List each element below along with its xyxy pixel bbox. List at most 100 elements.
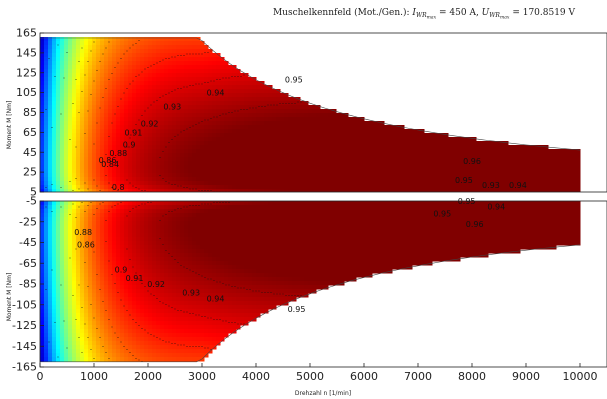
heatmap-cell: [252, 181, 257, 186]
heatmap-cell: [76, 77, 81, 82]
heatmap-cell: [120, 165, 125, 170]
heatmap-cell: [388, 189, 393, 192]
heatmap-cell: [128, 321, 133, 326]
heatmap-cell: [164, 297, 169, 302]
heatmap-cell: [120, 105, 125, 110]
heatmap-cell: [100, 169, 105, 174]
heatmap-cell: [64, 245, 69, 250]
heatmap-cell: [164, 265, 169, 270]
heatmap-cell: [380, 157, 385, 162]
heatmap-cell: [568, 173, 573, 178]
heatmap-cell: [76, 333, 81, 338]
heatmap-cell: [64, 301, 69, 306]
heatmap-cell: [348, 121, 353, 126]
heatmap-cell: [84, 101, 89, 106]
contour-point: [120, 98, 122, 100]
heatmap-cell: [156, 325, 161, 330]
heatmap-cell: [96, 81, 101, 86]
heatmap-cell: [452, 173, 457, 178]
heatmap-cell: [44, 225, 49, 230]
heatmap-cell: [136, 269, 141, 274]
heatmap-cell: [148, 157, 153, 162]
heatmap-cell: [288, 97, 293, 102]
heatmap-cell: [140, 85, 145, 90]
heatmap-cell: [264, 129, 269, 134]
heatmap-cell: [356, 153, 361, 158]
heatmap-cell: [104, 109, 109, 114]
heatmap-cell: [188, 133, 193, 138]
contour-point: [195, 53, 197, 55]
heatmap-cell: [80, 85, 85, 90]
heatmap-cell: [272, 165, 277, 170]
heatmap-cell: [52, 337, 57, 342]
title-current-value: = 450 A,: [436, 8, 482, 18]
heatmap-cell: [164, 161, 169, 166]
heatmap-cell: [156, 221, 161, 226]
contour-point: [99, 107, 101, 109]
heatmap-cell: [72, 297, 77, 302]
heatmap-cell: [104, 349, 109, 354]
heatmap-cell: [252, 169, 257, 174]
heatmap-cell: [264, 113, 269, 118]
heatmap-cell: [232, 101, 237, 106]
heatmap-cell: [160, 261, 165, 266]
heatmap-cell: [180, 173, 185, 178]
heatmap-cell: [52, 45, 57, 50]
heatmap-cell: [240, 137, 245, 142]
heatmap-cell: [84, 249, 89, 254]
contour-label: 0.96: [463, 157, 481, 166]
heatmap-cell: [544, 169, 549, 174]
heatmap-cell: [44, 241, 49, 246]
heatmap-cell: [76, 133, 81, 138]
heatmap-cell: [108, 301, 113, 306]
heatmap-cell: [168, 109, 173, 114]
heatmap-cell: [64, 305, 69, 310]
heatmap-cell: [124, 317, 129, 322]
heatmap-cell: [500, 173, 505, 178]
heatmap-cell: [116, 225, 121, 230]
heatmap-cell: [160, 109, 165, 114]
heatmap-cell: [120, 341, 125, 346]
heatmap-cell: [40, 65, 45, 70]
heatmap-cell: [436, 169, 441, 174]
heatmap-cell: [148, 313, 153, 318]
heatmap-cell: [124, 217, 129, 222]
heatmap-cell: [384, 125, 389, 130]
heatmap-cell: [132, 145, 137, 150]
heatmap-cell: [444, 177, 449, 182]
heatmap-cell: [256, 137, 261, 142]
heatmap-cell: [104, 101, 109, 106]
heatmap-cell: [96, 113, 101, 118]
heatmap-cell: [148, 165, 153, 170]
heatmap-cell: [72, 89, 77, 94]
heatmap-cell: [48, 41, 53, 46]
heatmap-cell: [464, 177, 469, 182]
heatmap-cell: [224, 169, 229, 174]
heatmap-cell: [136, 117, 141, 122]
heatmap-cell: [348, 189, 353, 192]
heatmap-cell: [248, 129, 253, 134]
heatmap-cell: [80, 273, 85, 278]
heatmap-cell: [120, 181, 125, 186]
heatmap-cell: [116, 349, 121, 354]
heatmap-cell: [68, 149, 73, 154]
heatmap-cell: [144, 153, 149, 158]
heatmap-cell: [108, 349, 113, 354]
contour-point: [162, 59, 164, 61]
heatmap-cell: [392, 177, 397, 182]
heatmap-cell: [164, 105, 169, 110]
heatmap-cell: [320, 109, 325, 114]
heatmap-cell: [272, 113, 277, 118]
heatmap-cell: [104, 357, 109, 362]
heatmap-cell: [456, 149, 461, 154]
heatmap-cell: [420, 165, 425, 170]
heatmap-cell: [204, 189, 209, 192]
heatmap-cell: [288, 125, 293, 130]
heatmap-cell: [240, 145, 245, 150]
heatmap-cell: [360, 181, 365, 186]
heatmap-cell: [156, 289, 161, 294]
heatmap-cell: [80, 269, 85, 274]
heatmap-cell: [140, 185, 145, 190]
contour-point: [105, 47, 107, 49]
heatmap-cell: [288, 145, 293, 150]
